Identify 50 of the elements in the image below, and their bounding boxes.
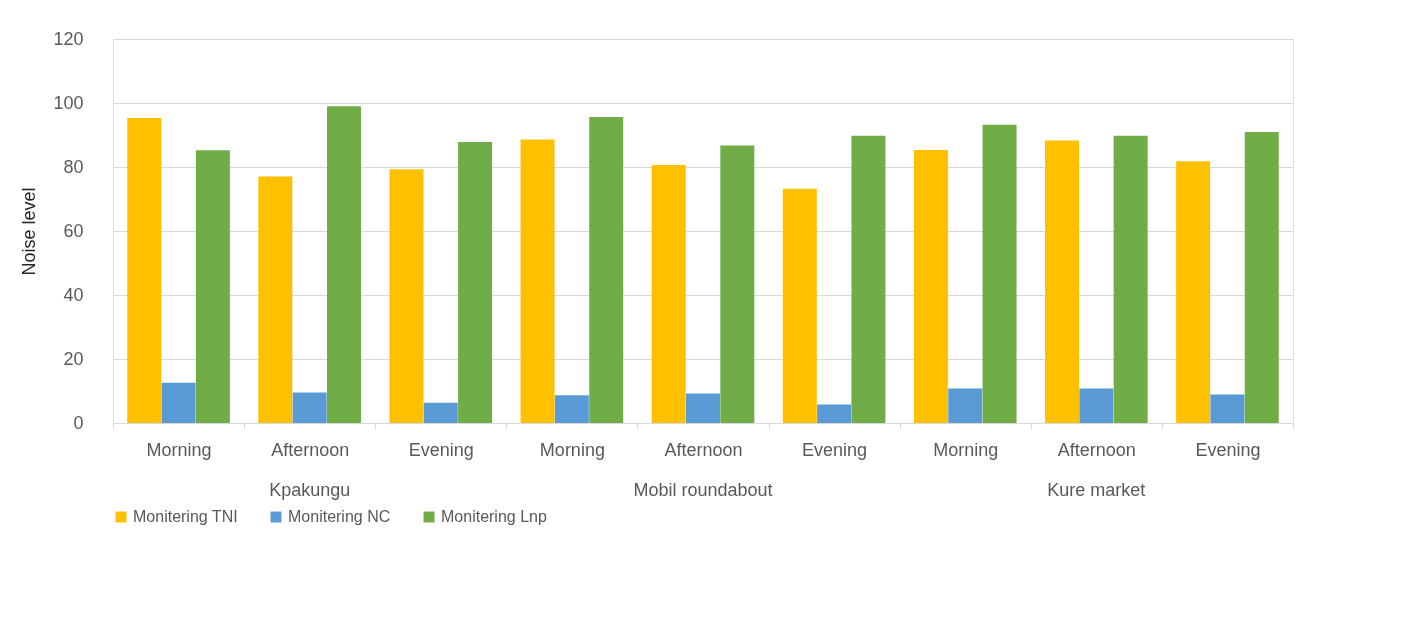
bar xyxy=(520,139,555,423)
bar xyxy=(913,150,948,423)
bar xyxy=(720,145,755,423)
x-tick-label: Evening xyxy=(802,439,868,460)
bar xyxy=(389,169,424,423)
bar xyxy=(292,392,327,423)
text: Mobil roundabout xyxy=(633,480,773,500)
bar xyxy=(851,135,886,423)
x-tick-label: Evening xyxy=(408,439,474,460)
x-tick-label: Morning xyxy=(539,439,605,460)
bar xyxy=(1113,135,1148,423)
x-tick-label: Afternoon xyxy=(664,439,743,460)
x-tick-label: Morning xyxy=(146,439,212,460)
bar xyxy=(948,388,983,423)
bar xyxy=(326,106,361,423)
bar xyxy=(1045,140,1080,423)
bar xyxy=(982,124,1017,423)
y-tick-label: 60 xyxy=(63,220,84,241)
bar xyxy=(1079,388,1114,423)
y-tick-label: 0 xyxy=(73,412,84,433)
y-tick-label: 100 xyxy=(53,92,84,113)
x-tick-label: Afternoon xyxy=(271,439,350,460)
bar xyxy=(423,402,458,423)
y-axis-title: Noise level xyxy=(19,187,40,276)
bar xyxy=(686,393,720,423)
y-tick-label: 80 xyxy=(63,156,84,177)
y-tick-label: 20 xyxy=(63,348,84,369)
text: Kpakungu xyxy=(269,480,351,500)
bar xyxy=(1210,394,1245,423)
bar xyxy=(195,150,230,423)
bar xyxy=(127,118,162,423)
x-tick-label: Morning xyxy=(933,439,999,460)
x-tick-label: Evening xyxy=(1195,439,1261,460)
text: Kure market xyxy=(1047,480,1146,500)
legend-label: Monitering Lnp xyxy=(441,508,547,525)
legend-label: Monitering TNI xyxy=(133,508,238,525)
x-tick-label: Afternoon xyxy=(1057,439,1136,460)
bar xyxy=(1244,132,1279,423)
bar xyxy=(1176,161,1211,423)
legend-label: Monitering NC xyxy=(288,508,391,525)
bar xyxy=(161,382,196,423)
bar xyxy=(458,142,493,423)
bar xyxy=(589,117,624,423)
bar xyxy=(782,188,817,423)
y-tick-label: 40 xyxy=(63,284,84,305)
bar xyxy=(651,165,686,423)
y-tick-label: 120 xyxy=(53,28,84,49)
bar xyxy=(258,176,293,423)
bar xyxy=(554,395,589,423)
bar xyxy=(817,404,852,423)
